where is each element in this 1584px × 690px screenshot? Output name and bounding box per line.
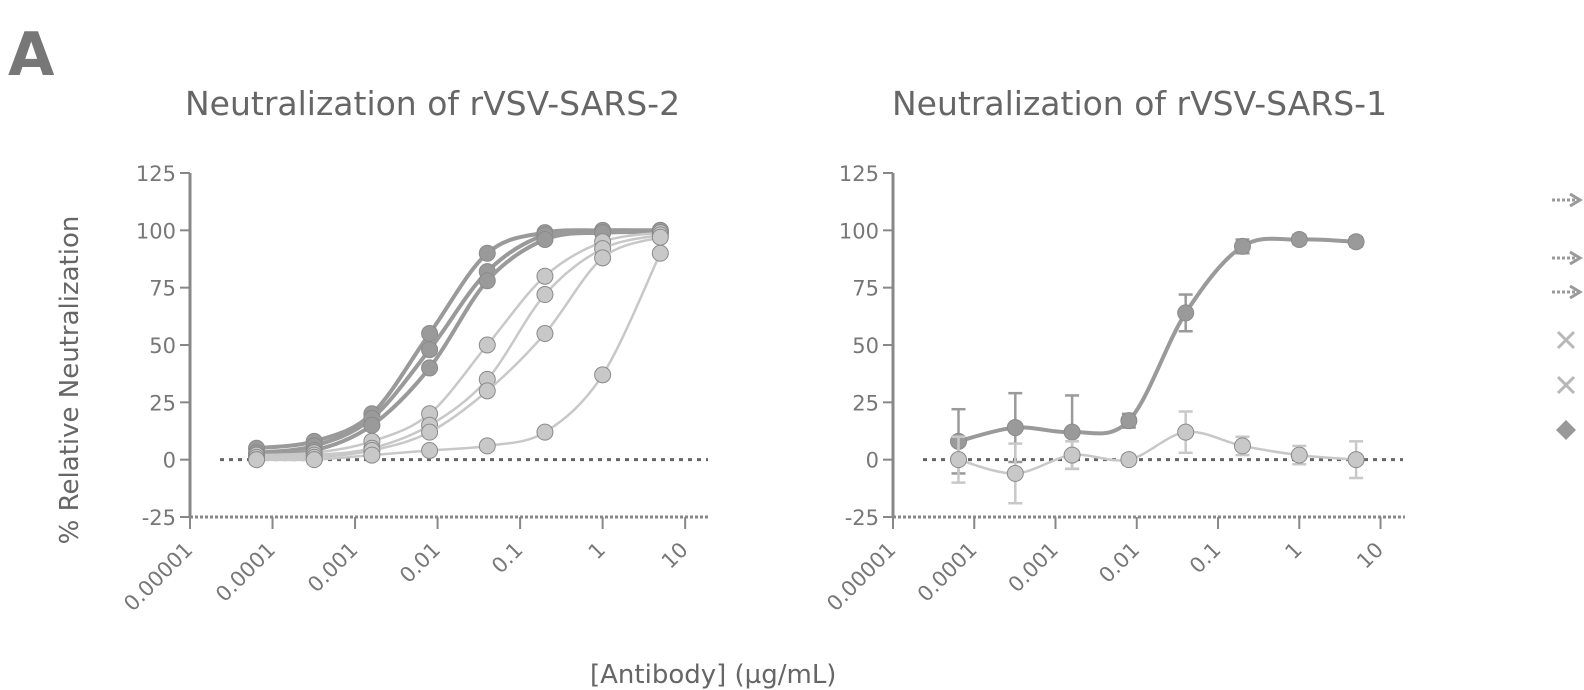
y-tick-label: 100 <box>839 219 879 243</box>
data-point <box>651 244 669 262</box>
y-tick-label: 125 <box>839 162 879 186</box>
data-point <box>478 336 496 354</box>
chart-title-sars2: Neutralization of rVSV-SARS-2 <box>185 84 681 123</box>
data-point <box>651 228 669 246</box>
data-point <box>305 451 323 469</box>
x-tick-label: 0.01 <box>1094 538 1144 588</box>
data-point <box>478 382 496 400</box>
data-point <box>1233 237 1251 255</box>
y-tick-label: 0 <box>866 449 879 473</box>
chart-title-sars1: Neutralization of rVSV-SARS-1 <box>892 84 1388 123</box>
data-point <box>363 416 381 434</box>
arrowhead <box>1569 284 1583 300</box>
data-point <box>1120 412 1138 430</box>
data-point <box>363 446 381 464</box>
x-tick-label: 0.01 <box>395 538 445 588</box>
data-point <box>1347 451 1365 469</box>
data-point <box>536 286 554 304</box>
cross-stroke <box>1556 375 1576 395</box>
x-tick-label: 0.00001 <box>119 538 197 616</box>
x-tick-label: 1 <box>1280 538 1306 564</box>
y-tick-label: 50 <box>852 334 879 358</box>
panel-label: A <box>8 20 55 90</box>
x-tick-label: 0.1 <box>487 538 528 579</box>
diamond-icon <box>1556 420 1576 440</box>
data-point <box>421 359 439 377</box>
y-tick-label: -25 <box>845 506 879 530</box>
data-point <box>1177 304 1195 322</box>
legend <box>1552 192 1583 440</box>
y-tick-label: 25 <box>852 391 879 415</box>
data-point <box>421 423 439 441</box>
series-line <box>256 231 661 457</box>
x-tick-label: 1 <box>584 538 610 564</box>
data-point <box>478 244 496 262</box>
series-line <box>256 230 661 458</box>
data-point <box>1063 423 1081 441</box>
arrowhead <box>1569 192 1583 208</box>
y-tick-label: 100 <box>136 219 176 243</box>
data-point <box>1347 233 1365 251</box>
data-point <box>1006 464 1024 482</box>
x-tick-label: 0.001 <box>1004 538 1063 597</box>
data-point <box>1233 437 1251 455</box>
data-point <box>1120 451 1138 469</box>
data-point <box>536 231 554 249</box>
series-line <box>256 252 662 462</box>
arrowhead <box>1569 250 1583 266</box>
x-tick-label: 0.0001 <box>913 538 982 607</box>
x-tick-label: 0.0001 <box>211 538 280 607</box>
y-tick-label: -25 <box>142 506 176 530</box>
data-point <box>1290 231 1308 249</box>
data-point <box>1177 423 1195 441</box>
series-line <box>256 233 661 459</box>
data-point <box>594 366 612 384</box>
series-line <box>958 236 1357 444</box>
x-tick-label: 10 <box>657 538 693 574</box>
x-tick-label: 10 <box>1352 538 1388 574</box>
data-point <box>536 325 554 343</box>
y-tick-label: 50 <box>149 334 176 358</box>
x-tick-label: 0.1 <box>1185 538 1226 579</box>
series-line <box>256 236 661 461</box>
data-point <box>1006 419 1024 437</box>
data-point <box>478 437 496 455</box>
x-tick-label: 0.001 <box>303 538 362 597</box>
data-point <box>536 423 554 441</box>
y-tick-label: 25 <box>149 391 176 415</box>
data-point <box>1063 446 1081 464</box>
cross-stroke <box>1556 330 1576 350</box>
y-tick-label: 0 <box>163 449 176 473</box>
data-point <box>421 441 439 459</box>
data-point <box>478 272 496 290</box>
data-point <box>248 451 266 469</box>
data-point <box>1290 446 1308 464</box>
plot-sars1: -25 0 25 50 75 100 125 0.00001 0.0001 0.001 0.01 0.… <box>822 162 1405 616</box>
y-tick-label: 125 <box>136 162 176 186</box>
series-line <box>256 228 661 451</box>
data-point <box>536 267 554 285</box>
y-tick-label: 75 <box>852 277 879 301</box>
data-point <box>594 249 612 267</box>
data-point <box>421 341 439 359</box>
y-tick-label: 75 <box>149 277 176 301</box>
data-point <box>950 451 968 469</box>
x-tick-label: 0.00001 <box>822 538 900 616</box>
plot-sars2: -25 0 25 50 75 100 125 0.00001 0.0001 0.001 0.01 0.… <box>119 162 710 616</box>
